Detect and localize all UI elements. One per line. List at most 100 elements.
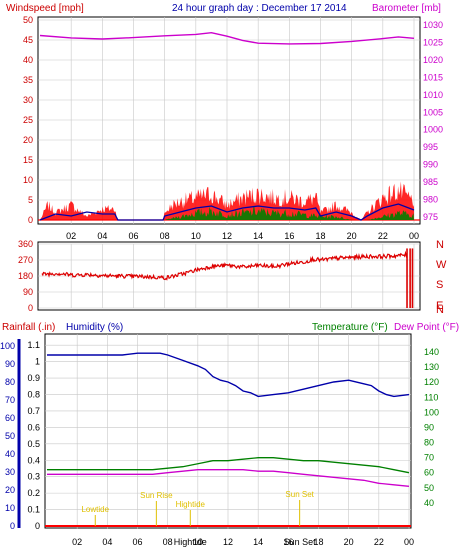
climate-time-tick-label: 14 — [253, 537, 263, 547]
windspeed-tick-label: 45 — [23, 35, 33, 45]
windspeed-tick-label: 40 — [23, 55, 33, 65]
rainfall-tick-label: 0.3 — [27, 472, 40, 482]
climate-time-tick-label: 02 — [72, 537, 82, 547]
dewpoint-line — [47, 469, 410, 487]
temperature-line — [47, 457, 410, 474]
humidity-tick-label: 50 — [5, 431, 15, 441]
climate-time-tick-label: 04 — [102, 537, 112, 547]
dewpoint-axis-label: Dew Point (°F) — [394, 322, 459, 333]
wind-time-tick-label: 10 — [191, 231, 201, 241]
temperature-tick-label: 50 — [424, 483, 434, 493]
compass-tick-label: N — [436, 304, 444, 316]
humidity-tick-label: 20 — [5, 485, 15, 495]
humidity-tick-label: 80 — [5, 377, 15, 387]
temperature-tick-label: 110 — [424, 392, 438, 402]
compass-tick-label: S — [436, 279, 443, 291]
wind-time-tick-label: 06 — [128, 231, 138, 241]
windspeed-tick-label: 5 — [28, 195, 33, 205]
wind-time-tick-label: 22 — [378, 231, 388, 241]
barometer-tick-label: 985 — [423, 177, 438, 187]
temperature-tick-label: 90 — [424, 422, 434, 432]
humidity-tick-label: 30 — [5, 467, 15, 477]
wind-panel-frame — [37, 16, 421, 225]
direction-wrap-marks — [406, 248, 414, 308]
wind-average-line — [39, 203, 415, 221]
wind-direction-line — [41, 250, 408, 281]
wind-time-tick-label: 12 — [222, 231, 232, 241]
temperature-tick-label: 120 — [424, 377, 439, 387]
barometer-tick-label: 1030 — [423, 20, 443, 30]
climate-time-tick-label: 20 — [344, 537, 354, 547]
windspeed-tick-label: 10 — [23, 175, 33, 185]
humidity-line — [47, 352, 410, 398]
climate-time-tick-label: 12 — [223, 537, 233, 547]
wind-time-tick-label: 08 — [160, 231, 170, 241]
rainfall-tick-label: 0.5 — [27, 439, 40, 449]
climate-time-tick-label: 00 — [404, 537, 414, 547]
windspeed-tick-label: 35 — [23, 75, 33, 85]
temperature-tick-label: 100 — [424, 407, 439, 417]
compass-tick-label: N — [436, 239, 444, 251]
annotation-time-label: Sun Set — [284, 537, 317, 547]
wind-grid — [38, 17, 420, 224]
compass-tick-label: W — [436, 259, 447, 271]
rainfall-tick-label: 0.1 — [27, 505, 40, 515]
humidity-tick-label: 90 — [5, 359, 15, 369]
annotation-label: Sun Rise — [140, 491, 173, 500]
humidity-axis: 0 10 20 30 40 50 60 70 80 90 100 — [0, 341, 15, 531]
barometer-tick-label: 1000 — [423, 125, 443, 135]
humidity-tick-label: 0 — [10, 521, 15, 531]
direction-tick-label: 0 — [28, 303, 33, 313]
temperature-tick-label: 130 — [424, 362, 439, 372]
rainfall-tick-label: 0.2 — [27, 488, 40, 498]
annotation-time-label: Hightide — [174, 537, 207, 547]
wind-time-tick-label: 00 — [409, 231, 419, 241]
rainfall-tick-label: 0.8 — [27, 390, 40, 400]
windspeed-tick-label: 30 — [23, 95, 33, 105]
windspeed-tick-label: 15 — [23, 155, 33, 165]
rainfall-axis: 0 0.1 0.2 0.3 0.4 0.5 0.6 0.7 0.8 0.9 1 1.1 — [27, 340, 40, 531]
wind-time-tick-label: 04 — [97, 231, 107, 241]
barometer-tick-label: 990 — [423, 160, 438, 170]
barometer-tick-label: 1010 — [423, 90, 443, 100]
windspeed-tick-label: 20 — [23, 135, 33, 145]
humidity-axis-label: Humidity (%) — [66, 322, 123, 333]
humidity-tick-label: 40 — [5, 449, 15, 459]
windspeed-tick-label: 50 — [23, 15, 33, 25]
barometer-tick-label: 1025 — [423, 37, 443, 47]
wind-low-area — [164, 206, 414, 220]
temperature-tick-label: 80 — [424, 438, 434, 448]
temperature-tick-label: 70 — [424, 453, 434, 463]
barometer-axis-label: Barometer [mb] — [372, 3, 441, 14]
climate-time-tick-label: 22 — [374, 537, 384, 547]
barometer-tick-label: 975 — [423, 212, 438, 222]
humidity-tick-label: 70 — [5, 395, 15, 405]
humidity-tick-label: 10 — [5, 503, 15, 513]
climate-time-tick-label: 18 — [313, 537, 323, 547]
windspeed-tick-label: 0 — [28, 215, 33, 225]
direction-degree-axis: 0 90 180 270 360 — [18, 239, 33, 313]
chart-title: 24 hour graph day : December 17 2014 — [172, 3, 347, 14]
rainfall-tick-label: 0 — [35, 521, 40, 531]
annotation-label: Hightide — [176, 500, 206, 509]
rainfall-tick-label: 0.6 — [27, 422, 40, 432]
temperature-tick-label: 60 — [424, 468, 434, 478]
wind-time-tick-label: 20 — [347, 231, 357, 241]
rainfall-tick-label: 0.9 — [27, 373, 40, 383]
barometer-tick-label: 1005 — [423, 107, 443, 117]
humidity-tick-label: 100 — [0, 341, 15, 351]
wind-time-axis: 02 04 06 08 10 12 14 16 18 20 22 00 — [66, 231, 419, 241]
climate-grid — [45, 334, 411, 529]
compass-tick-label: E — [436, 300, 443, 312]
rainfall-tick-label: 0.4 — [27, 455, 40, 465]
climate-time-tick-label: 16 — [283, 537, 293, 547]
barometer-line — [39, 31, 415, 45]
temperature-tick-label: 40 — [424, 498, 434, 508]
windspeed-tick-label: 25 — [23, 115, 33, 125]
